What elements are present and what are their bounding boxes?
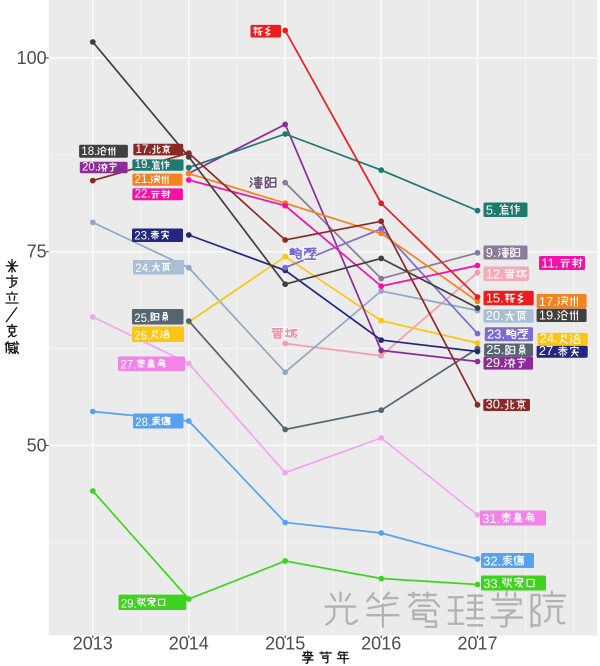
svg-text:17.: 17. [539,294,557,309]
svg-text:18.: 18. [81,146,97,158]
svg-text:15.: 15. [486,291,504,306]
svg-text:100: 100 [17,48,47,68]
svg-text:2014: 2014 [169,634,209,654]
svg-text:2015: 2015 [265,634,305,654]
svg-text:50: 50 [27,435,47,455]
svg-text:2017: 2017 [457,634,497,654]
svg-text:27.: 27. [539,343,557,358]
svg-text:28.: 28. [135,417,151,429]
svg-text:20.: 20. [82,162,98,174]
svg-text:2016: 2016 [361,634,401,654]
svg-text:19.: 19. [135,159,151,171]
svg-text:5.: 5. [486,202,497,217]
svg-text:75: 75 [27,242,47,262]
svg-text:26.: 26. [134,330,150,342]
svg-text:29.: 29. [486,355,504,370]
svg-text:24.: 24. [540,331,558,346]
svg-text:9.: 9. [486,245,497,260]
svg-text:27.: 27. [120,359,136,371]
svg-text:30.: 30. [486,396,504,411]
svg-text:31.: 31. [482,511,500,526]
svg-text:25.: 25. [134,313,150,325]
svg-text:20.: 20. [486,308,504,323]
svg-text:11.: 11. [541,255,558,270]
svg-text:25.: 25. [486,342,504,357]
svg-text:19.: 19. [539,307,557,322]
svg-text:22.: 22. [135,189,151,201]
svg-text:29.: 29. [121,598,137,610]
svg-text:24.: 24. [135,263,151,275]
svg-text:2013: 2013 [73,634,113,654]
svg-text:17.: 17. [136,144,152,156]
svg-text:23.: 23. [134,230,150,242]
svg-text:21.: 21. [135,174,151,186]
svg-text:32.: 32. [483,553,501,568]
svg-text:33.: 33. [483,576,501,591]
svg-text:23.: 23. [487,327,505,342]
svg-text:12.: 12. [486,266,504,281]
